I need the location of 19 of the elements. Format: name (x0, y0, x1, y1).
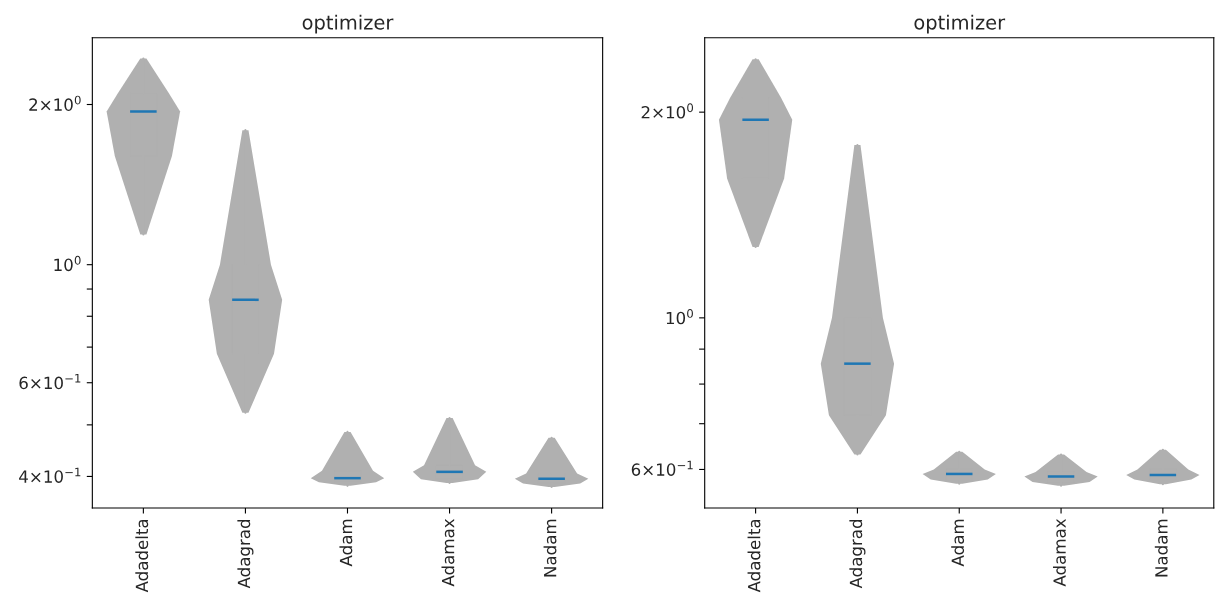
x-tick-label: Adagrad (849, 519, 866, 589)
y-tick-label: 2×10$^{0}$ (641, 103, 694, 119)
x-tick-label: Adamax (1052, 518, 1066, 587)
y-tick-label: 6×10$^{−1}$ (631, 460, 693, 476)
x-tick-label: Adagrad (237, 519, 254, 589)
y-tick-label: 10$^{0}$ (54, 255, 81, 272)
x-tick-label: Adadelta (747, 519, 761, 593)
x-tick-label: Nadam (543, 519, 557, 577)
y-tick-label: 10$^{0}$ (666, 309, 693, 325)
x-tick-label: Nadam (1154, 519, 1168, 577)
y-tick-label: 4×10$^{−1}$ (19, 467, 81, 483)
chart-title: optimizer (914, 14, 1006, 34)
x-tick-label: Adamax (441, 518, 455, 587)
x-tick-label: Adadelta (135, 519, 149, 593)
x-tick-label: Adam (339, 519, 353, 567)
chart-title: optimizer (302, 14, 394, 34)
y-tick-label: 6×10$^{−1}$ (19, 374, 81, 390)
x-tick-label: Adam (951, 519, 965, 567)
y-tick-label: 2×10$^{0}$ (29, 95, 81, 111)
